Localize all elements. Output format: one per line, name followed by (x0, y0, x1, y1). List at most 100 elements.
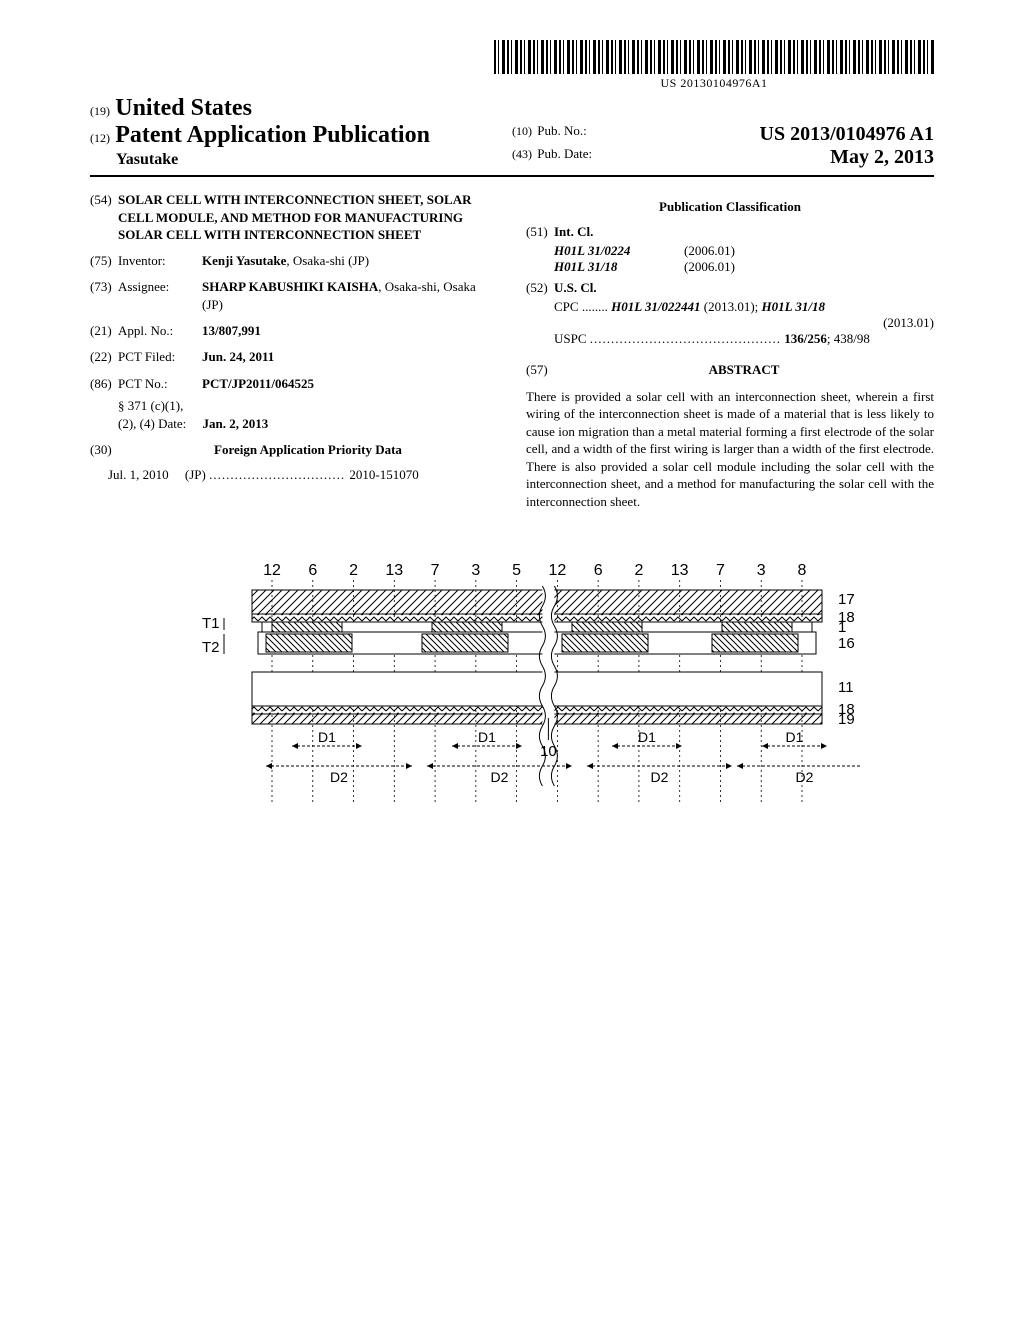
assignee-num: (73) (90, 278, 118, 314)
svg-text:7: 7 (716, 562, 725, 579)
priority-head: Foreign Application Priority Data (118, 441, 498, 459)
barcode-bars-graphic (494, 40, 934, 74)
svg-text:3: 3 (757, 562, 766, 579)
country-line: (19) United States (90, 95, 512, 122)
intcl-row-1: H01L 31/18 (2006.01) (554, 259, 934, 275)
svg-text:3: 3 (471, 562, 480, 579)
pctno-label: PCT No.: (118, 375, 202, 393)
cpc-pre: CPC ........ (554, 299, 608, 314)
pubno-label: Pub. No.: (537, 123, 586, 138)
svg-text:12: 12 (548, 562, 566, 579)
pctfiled-val: Jun. 24, 2011 (202, 348, 274, 366)
uspc-label: USPC (554, 331, 587, 346)
doc-type: Patent Application Publication (115, 122, 430, 148)
barcode-block: US 20130104976A1 (90, 40, 934, 91)
title-num: (54) (90, 191, 118, 244)
doctype-line: (12) Patent Application Publication (90, 122, 512, 149)
s371-date-val: Jan. 2, 2013 (202, 416, 268, 431)
title-field: (54) SOLAR CELL WITH INTERCONNECTION SHE… (90, 191, 498, 244)
cpc-b: H01L 31/18 (762, 299, 825, 314)
pctfiled-num: (22) (90, 348, 118, 366)
svg-text:D1: D1 (786, 729, 804, 745)
pubdate-num: (43) (512, 147, 532, 161)
pctfiled-field: (22) PCT Filed: Jun. 24, 2011 (90, 348, 498, 366)
uspc-dots: ........................................… (590, 331, 781, 346)
pctno-num: (86) (90, 375, 118, 393)
uspc-line: USPC ...................................… (554, 331, 934, 347)
svg-text:D1: D1 (318, 729, 336, 745)
barcode-text: US 20130104976A1 (494, 76, 934, 91)
svg-text:6: 6 (594, 562, 603, 579)
pubno-line: (10) Pub. No.: US 2013/0104976 A1 (512, 123, 934, 139)
cpc-b-date: (2013.01) (554, 315, 934, 331)
inventor-name: Kenji Yasutake (202, 253, 286, 268)
abstract-num: (57) (526, 361, 554, 379)
svg-text:D1: D1 (478, 729, 496, 745)
priority-num: (30) (90, 441, 118, 459)
abstract-head-field: (57) ABSTRACT (526, 361, 934, 379)
pub-no: US 2013/0104976 A1 (760, 123, 934, 146)
applno-field: (21) Appl. No.: 13/807,991 (90, 322, 498, 340)
pctno-field: (86) PCT No.: PCT/JP2011/064525 (90, 375, 498, 393)
s371-blank (90, 397, 118, 433)
svg-text:7: 7 (431, 562, 440, 579)
svg-text:8: 8 (798, 562, 807, 579)
priority-country: (JP) (185, 467, 206, 482)
applno-num: (21) (90, 322, 118, 340)
inventor-surname: Yasutake (116, 151, 512, 169)
svg-text:19: 19 (838, 711, 855, 728)
header-left: (19) United States (12) Patent Applicati… (90, 95, 512, 169)
figure: 1262137351262137381718116T1T2111819D1D2D… (90, 550, 934, 874)
svg-text:12: 12 (263, 562, 281, 579)
svg-text:D2: D2 (796, 769, 814, 785)
svg-text:T2: T2 (202, 639, 220, 656)
svg-text:D2: D2 (491, 769, 509, 785)
svg-text:2: 2 (349, 562, 358, 579)
intcl-field: (51) Int. Cl. (526, 223, 934, 241)
svg-text:T1: T1 (202, 615, 220, 632)
intcl-num: (51) (526, 223, 554, 241)
left-column: (54) SOLAR CELL WITH INTERCONNECTION SHE… (90, 191, 498, 510)
abstract-text: There is provided a solar cell with an i… (526, 388, 934, 511)
cpc-a-date: (2013.01); (704, 299, 759, 314)
inventor-label: Inventor: (118, 252, 202, 270)
pub-date: May 2, 2013 (830, 146, 934, 169)
abstract-head: ABSTRACT (554, 361, 934, 379)
intcl-label: Int. Cl. (554, 223, 593, 241)
svg-text:17: 17 (838, 591, 855, 608)
inventor-field: (75) Inventor: Kenji Yasutake, Osaka-shi… (90, 252, 498, 270)
pctno-val: PCT/JP2011/064525 (202, 375, 314, 393)
svg-text:5: 5 (512, 562, 521, 579)
figure-svg: 1262137351262137381718116T1T2111819D1D2D… (162, 550, 862, 870)
svg-text:D1: D1 (638, 729, 656, 745)
svg-text:13: 13 (385, 562, 403, 579)
applno-val: 13/807,991 (202, 322, 261, 340)
svg-text:11: 11 (838, 679, 854, 696)
s371-label: § 371 (c)(1), (118, 397, 268, 415)
assignee-name: SHARP KABUSHIKI KAISHA (202, 279, 378, 294)
assignee-field: (73) Assignee: SHARP KABUSHIKI KAISHA, O… (90, 278, 498, 314)
priority-head-field: (30) Foreign Application Priority Data (90, 441, 498, 459)
pubdate-label: Pub. Date: (537, 146, 592, 161)
right-column: Publication Classification (51) Int. Cl.… (526, 191, 934, 510)
uspc-val2: ; 438/98 (827, 331, 870, 346)
inventor-loc: , Osaka-shi (JP) (286, 253, 369, 268)
priority-date: Jul. 1, 2010 (108, 467, 169, 482)
header-right: (10) Pub. No.: US 2013/0104976 A1 (43) P… (512, 123, 934, 169)
barcode: US 20130104976A1 (494, 40, 934, 91)
svg-text:1: 1 (838, 619, 846, 636)
pubdate-line: (43) Pub. Date: May 2, 2013 (512, 146, 934, 162)
columns: (54) SOLAR CELL WITH INTERCONNECTION SHE… (90, 191, 934, 510)
pubno-num: (10) (512, 124, 532, 138)
uscl-label: U.S. Cl. (554, 279, 597, 297)
svg-text:6: 6 (308, 562, 317, 579)
title-text: SOLAR CELL WITH INTERCONNECTION SHEET, S… (118, 191, 498, 244)
pubclass-head: Publication Classification (526, 199, 934, 215)
intcl-row-0: H01L 31/0224 (2006.01) (554, 243, 934, 259)
pctfiled-label: PCT Filed: (118, 348, 202, 366)
intcl-code-0: H01L 31/0224 (554, 243, 684, 259)
svg-text:10: 10 (540, 743, 557, 760)
header: (19) United States (12) Patent Applicati… (90, 95, 934, 177)
svg-text:13: 13 (671, 562, 689, 579)
intcl-date-1: (2006.01) (684, 259, 735, 275)
